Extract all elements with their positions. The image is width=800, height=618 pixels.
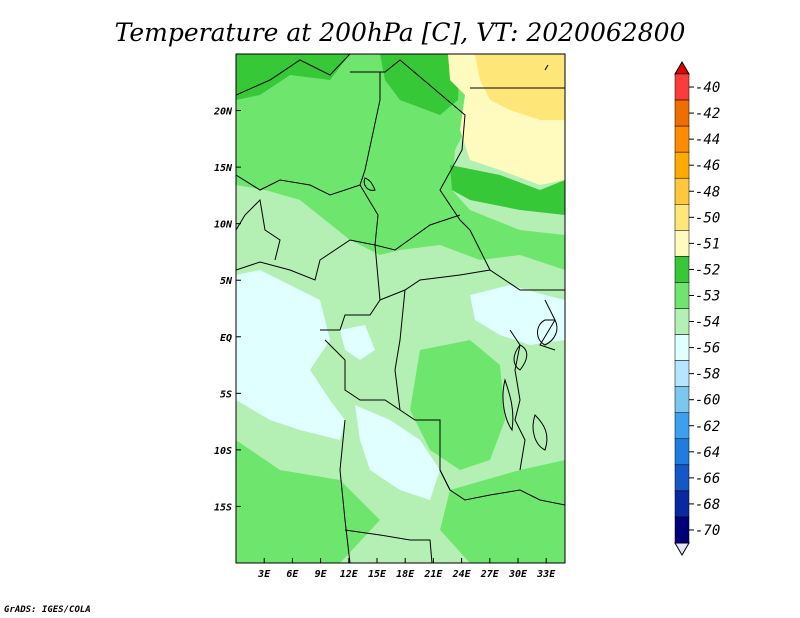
longitude-axis: 3E 6E 9E 12E 15E 18E 21E 24E 27E 30E 33E <box>257 558 556 580</box>
lon-tick-label: 3E <box>257 569 271 580</box>
legend-swatch <box>674 412 690 440</box>
field-band-52c <box>236 440 380 563</box>
legend-label: -40 <box>695 80 720 96</box>
lon-tick-label: 9E <box>315 569 328 580</box>
latitude-axis: 20N 15N 10N 5N EQ 5S 10S 15S <box>213 107 241 513</box>
field-band-51 <box>236 54 350 100</box>
legend-swatch <box>674 73 690 101</box>
legend-label: -42 <box>695 106 720 122</box>
legend-label: -64 <box>695 445 720 461</box>
lon-tick-label: 18E <box>396 569 415 580</box>
legend-swatch <box>674 151 690 179</box>
legend-bottom-arrow <box>674 542 690 556</box>
legend-swatch <box>674 282 690 309</box>
lat-tick-label: 10N <box>214 220 233 231</box>
legend-label: -70 <box>695 523 720 539</box>
legend-swatch <box>674 334 690 361</box>
legend-swatch <box>674 516 690 544</box>
credit-label: GrADS: IGES/COLA <box>4 605 91 615</box>
color-legend: -40 -42 -44 -46 -48 -50 -51 -52 -53 -54 -56 -58 -60 -… <box>674 61 720 556</box>
legend-swatch <box>674 464 690 492</box>
legend-swatch <box>674 490 690 518</box>
field-band-51c <box>450 165 565 215</box>
lon-tick-label: 30E <box>508 569 528 580</box>
legend-swatch <box>674 177 690 205</box>
lat-tick-label: 20N <box>213 107 233 118</box>
lon-tick-label: 33E <box>536 569 556 580</box>
map-frame <box>235 53 566 564</box>
legend-swatch <box>674 386 690 413</box>
legend-swatch <box>674 360 690 387</box>
lon-tick-label: 24E <box>452 569 472 580</box>
legend-label: -66 <box>695 471 720 487</box>
legend-swatch <box>674 204 690 231</box>
legend-swatch <box>674 125 690 153</box>
legend-swatch <box>674 99 690 127</box>
field-band-54b <box>355 405 440 500</box>
lat-tick-label: 15S <box>214 502 232 513</box>
legend-label: -52 <box>695 262 720 278</box>
lat-tick-label: 5S <box>220 389 232 400</box>
legend-label: -46 <box>695 158 720 174</box>
lakes <box>363 64 558 451</box>
legend-swatch <box>674 438 690 466</box>
legend-label: -56 <box>695 341 720 357</box>
legend-label: -44 <box>695 132 720 148</box>
lat-tick-label: 15N <box>214 163 233 174</box>
lon-tick-label: 27E <box>480 569 500 580</box>
lat-tick-label: 10S <box>214 446 232 457</box>
legend-swatch <box>674 256 690 283</box>
map-panel: 20N 15N 10N 5N EQ 5S 10S 15S 3E 6E 9E 12E 15E 18E 21E… <box>213 53 566 580</box>
legend-label: -54 <box>695 315 720 331</box>
lon-tick-label: 12E <box>340 569 359 580</box>
field-band-52b <box>410 340 505 470</box>
legend-label: -51 <box>695 236 720 252</box>
legend-swatch <box>674 308 690 335</box>
legend-label: -62 <box>695 419 720 435</box>
borders <box>236 54 565 563</box>
chart-title: Temperature at 200hPa [C], VT: 202006280… <box>115 18 686 47</box>
legend-label: -60 <box>695 393 720 409</box>
lon-tick-label: 15E <box>368 569 387 580</box>
legend-label: -58 <box>695 367 720 383</box>
field-band-54c <box>470 285 565 345</box>
legend-top-arrow <box>674 61 690 75</box>
field-band-52d <box>440 460 565 563</box>
lat-tick-label: 5N <box>220 276 233 287</box>
legend-label: -68 <box>695 497 720 513</box>
field-band-48 <box>475 54 565 120</box>
field-band-52 <box>236 54 565 270</box>
legend-label: -48 <box>695 184 720 200</box>
field-band-54d <box>340 325 375 360</box>
field-band-51b <box>380 54 460 115</box>
lon-tick-label: 21E <box>423 569 443 580</box>
legend-swatch <box>674 230 690 257</box>
lon-tick-label: 6E <box>286 569 299 580</box>
lat-tick-label: EQ <box>220 333 232 344</box>
legend-label: -50 <box>695 210 720 226</box>
legend-label: -53 <box>695 288 720 304</box>
field-band-54 <box>236 270 345 440</box>
